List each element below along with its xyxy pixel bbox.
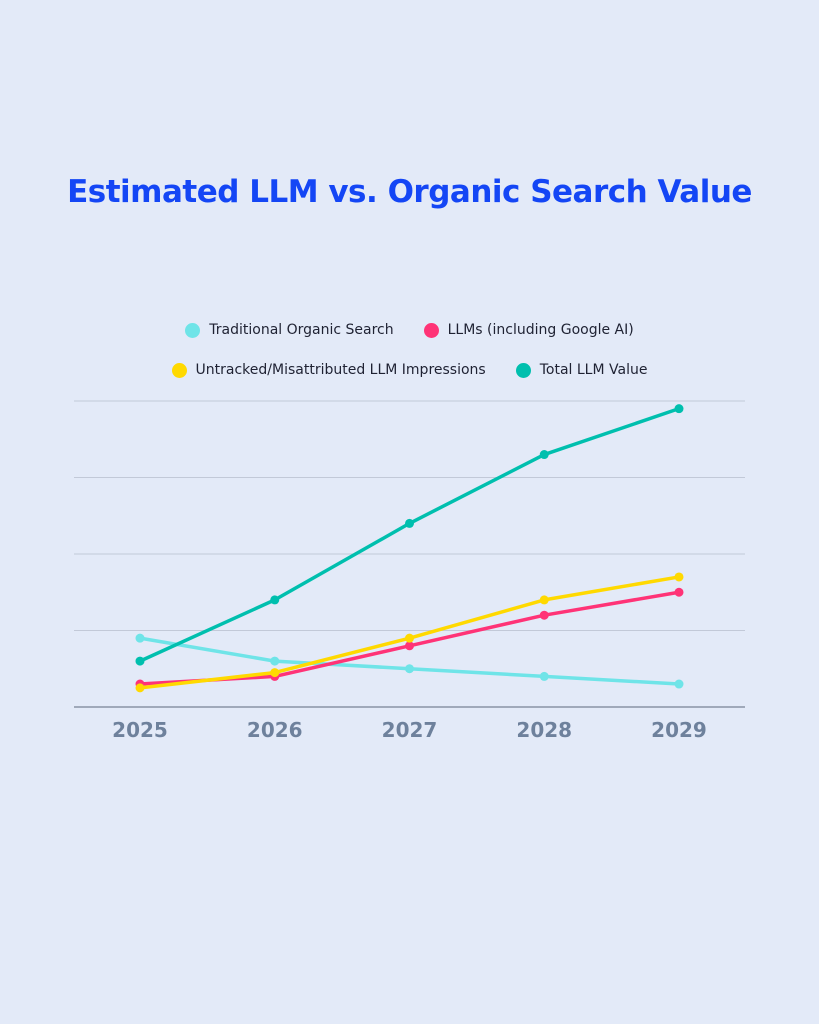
legend-swatch [423, 322, 439, 338]
legend-item-llms: LLMs (including Google AI) [423, 322, 634, 338]
data-point [135, 683, 145, 693]
legend-item-total-llm-value: Total LLM Value [515, 362, 648, 378]
legend-swatch [171, 362, 187, 378]
data-point [270, 656, 280, 666]
data-point [539, 671, 549, 681]
legend-item-untracked-llm-impressions: Untracked/Misattributed LLM Impressions [171, 362, 486, 378]
data-point [539, 595, 549, 605]
chart-title: Estimated LLM vs. Organic Search Value [67, 174, 752, 210]
legend-swatch [185, 322, 201, 338]
legend-swatch [515, 362, 531, 378]
data-point [135, 656, 145, 666]
data-point [270, 668, 280, 678]
data-point [270, 595, 280, 605]
legend-label: Untracked/Misattributed LLM Impressions [195, 362, 486, 378]
data-point [674, 679, 684, 689]
x-tick-label: 2029 [651, 718, 707, 742]
legend-row-1: Traditional Organic Search LLMs (includi… [0, 322, 819, 338]
data-point [539, 450, 549, 460]
series-line [139, 406, 680, 663]
legend-label: LLMs (including Google AI) [447, 322, 634, 338]
legend-item-traditional-organic-search: Traditional Organic Search [185, 322, 394, 338]
legend-row-2: Untracked/Misattributed LLM Impressions … [0, 362, 819, 378]
x-tick-label: 2025 [112, 718, 168, 742]
x-tick-label: 2026 [247, 718, 303, 742]
x-tick-label: 2028 [516, 718, 572, 742]
data-point [405, 518, 414, 528]
data-point [674, 404, 684, 414]
data-point [405, 633, 414, 643]
legend-label: Total LLM Value [539, 362, 648, 378]
data-point [674, 572, 684, 582]
x-tick-label: 2027 [382, 718, 438, 742]
data-point [405, 664, 414, 674]
data-point [539, 610, 549, 620]
data-point [405, 641, 414, 651]
legend-label: Traditional Organic Search [209, 322, 394, 338]
data-point [135, 633, 145, 643]
data-point [674, 587, 684, 597]
